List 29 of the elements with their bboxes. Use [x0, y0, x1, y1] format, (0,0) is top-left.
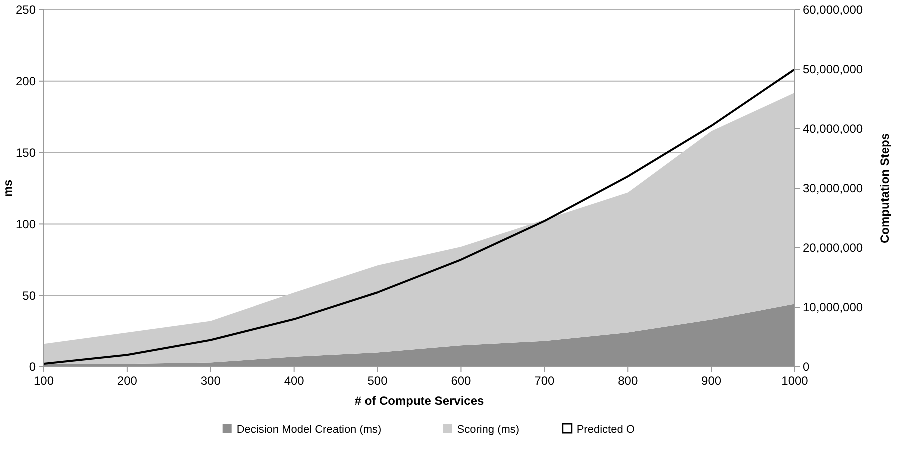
legend-label: Scoring (ms) — [457, 424, 520, 436]
y-tick-label: 200 — [16, 74, 36, 89]
y-tick-label: 50 — [22, 288, 36, 303]
y-axis-title: ms — [1, 180, 15, 198]
x-tick-label: 900 — [702, 374, 722, 388]
x-tick-label: 1000 — [782, 374, 809, 388]
x-axis-title: # of Compute Services — [354, 394, 485, 408]
x-tick-label: 200 — [117, 374, 138, 388]
x-tick-label: 300 — [200, 374, 222, 388]
y2-tick-label: 10,000,000 — [803, 300, 864, 315]
x-tick-label: 600 — [451, 374, 472, 388]
x-tick-label: 100 — [34, 374, 54, 388]
x-tick-label: 400 — [284, 374, 305, 388]
y-tick-label: 250 — [16, 3, 36, 18]
y-tick-label: 100 — [16, 217, 36, 232]
y2-tick-label: 30,000,000 — [803, 182, 864, 196]
x-tick-label: 500 — [368, 374, 388, 388]
y2-tick-label: 0 — [803, 360, 810, 374]
y2-tick-label: 50,000,000 — [803, 62, 864, 77]
y2-tick-label: 60,000,000 — [803, 3, 864, 18]
x-tick-label: 700 — [534, 374, 555, 388]
legend-label: Predicted O — [576, 424, 636, 436]
y2-axis-title: Computation Steps — [878, 133, 892, 244]
y-tick-label: 0 — [29, 360, 36, 374]
x-tick-label: 800 — [618, 374, 638, 388]
y2-tick-label: 20,000,000 — [803, 241, 864, 256]
y-tick-label: 150 — [16, 146, 36, 160]
y2-tick-label: 40,000,000 — [803, 122, 864, 136]
legend-label: Decision Model Creation (ms) — [236, 424, 382, 436]
